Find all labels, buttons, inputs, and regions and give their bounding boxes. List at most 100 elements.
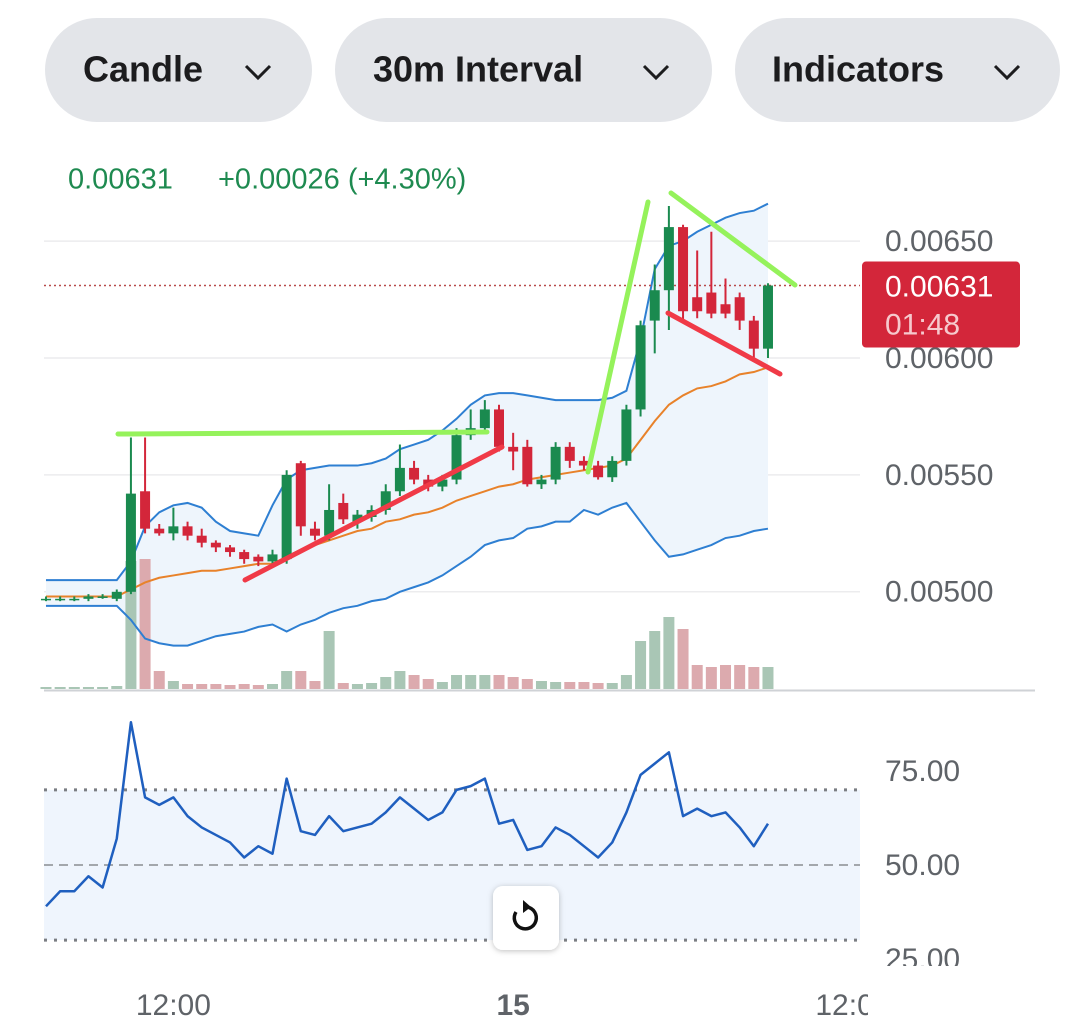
candle-body (40, 598, 51, 601)
volume-bar (550, 682, 562, 689)
chevron[interactable] (244, 64, 272, 81)
volume-bar (734, 665, 746, 689)
volume-bar (196, 684, 208, 689)
candle-body (111, 591, 122, 599)
candle-body (281, 474, 292, 560)
volume-bar (210, 684, 222, 689)
volume-bar (408, 675, 420, 689)
volume-bar (252, 685, 264, 689)
button-bg[interactable] (335, 18, 712, 122)
band-fill (45, 203, 768, 646)
volume-bar (238, 684, 250, 689)
candle-body (706, 292, 717, 314)
volume-bar (436, 682, 448, 689)
candle-body (324, 509, 335, 536)
y-tick-label: 0.00550 (885, 459, 993, 492)
volume-bar (720, 665, 732, 689)
candle-body (267, 554, 278, 562)
volume-bar (663, 617, 675, 689)
candle-body (168, 526, 179, 534)
trendline (242, 444, 505, 583)
volume-bar (748, 667, 760, 689)
candle-body (140, 491, 151, 529)
trendline (585, 199, 651, 475)
button-bg[interactable] (45, 18, 312, 122)
volume-bar (153, 671, 165, 689)
price: 0.00631 (68, 164, 173, 196)
rsi-chart: 25.00 50.00 75.00 (44, 721, 960, 976)
candle-body (182, 526, 193, 536)
candle-body (593, 465, 604, 478)
candle-body (83, 596, 94, 599)
volume-bar (592, 683, 604, 689)
dropdown-button[interactable]: Candle (45, 18, 312, 122)
reset-icon-arrow[interactable] (523, 900, 531, 913)
volume-bar (394, 671, 406, 689)
trendline (668, 190, 798, 288)
candle-body (338, 502, 349, 520)
x-tick-label: 15 (496, 989, 529, 1022)
candle-body (97, 596, 108, 598)
candle-body (692, 297, 703, 312)
candle-body (210, 542, 221, 548)
reset-icon[interactable] (512, 905, 539, 931)
volume-bar (493, 675, 505, 689)
dropdown-button[interactable]: 30m Interval (335, 18, 712, 122)
volume-bar (620, 675, 632, 689)
volume-bar (677, 629, 689, 689)
candle-body (253, 556, 264, 562)
reset-button-bg[interactable] (493, 886, 559, 950)
y-tick-label: 0.00500 (885, 576, 993, 609)
volume-bar (139, 559, 151, 689)
candle-body (564, 446, 575, 461)
candle-body (522, 446, 533, 485)
volume-bar (167, 681, 179, 689)
volume-bar (578, 682, 590, 689)
trendline (115, 429, 490, 437)
price-badge-countdown: 01:48 (885, 308, 960, 341)
volume-bar (111, 686, 123, 689)
volume-bar (451, 675, 463, 689)
candle-body (678, 227, 689, 312)
volume-bar (68, 687, 80, 689)
volume-bar (337, 683, 349, 689)
volume-bar (535, 681, 547, 689)
candle-body (394, 467, 405, 492)
candle-body (494, 409, 505, 447)
button-label[interactable]: Indicators (772, 49, 944, 90)
price-badge (862, 261, 1020, 348)
price-change: +0.00026 (+4.30%) (218, 164, 466, 196)
candle-body (479, 409, 490, 429)
y-tick-label: 25.00 (885, 943, 960, 976)
button-bg[interactable] (735, 18, 1060, 122)
volume-bar (40, 687, 52, 689)
overlay-line (45, 501, 769, 647)
y-tick-label: 50.00 (885, 849, 960, 882)
candle-body (734, 297, 745, 321)
volume-bar (366, 683, 378, 689)
volume-bar (465, 675, 477, 689)
volume-bar (309, 681, 321, 689)
candle-body (69, 598, 80, 601)
chevron[interactable] (642, 64, 670, 81)
volume-bar (281, 671, 293, 689)
volume-bar (295, 671, 307, 689)
candle-body (55, 598, 66, 601)
candle-body (295, 463, 306, 527)
candle-body (621, 409, 632, 461)
volume-bar (606, 683, 618, 689)
dropdown-button[interactable]: Indicators (735, 18, 1060, 122)
chevron[interactable] (993, 64, 1021, 81)
trendline (665, 310, 783, 377)
reset-button[interactable] (493, 886, 559, 950)
overlay-line (45, 366, 769, 598)
candle-body (196, 535, 207, 543)
button-label[interactable]: 30m Interval (373, 49, 583, 90)
volume-bar (521, 679, 533, 689)
volume-bar (54, 687, 66, 689)
candle-body (225, 547, 236, 553)
button-label[interactable]: Candle (83, 49, 203, 90)
candle-body (649, 290, 660, 321)
volume-bar (125, 561, 137, 689)
